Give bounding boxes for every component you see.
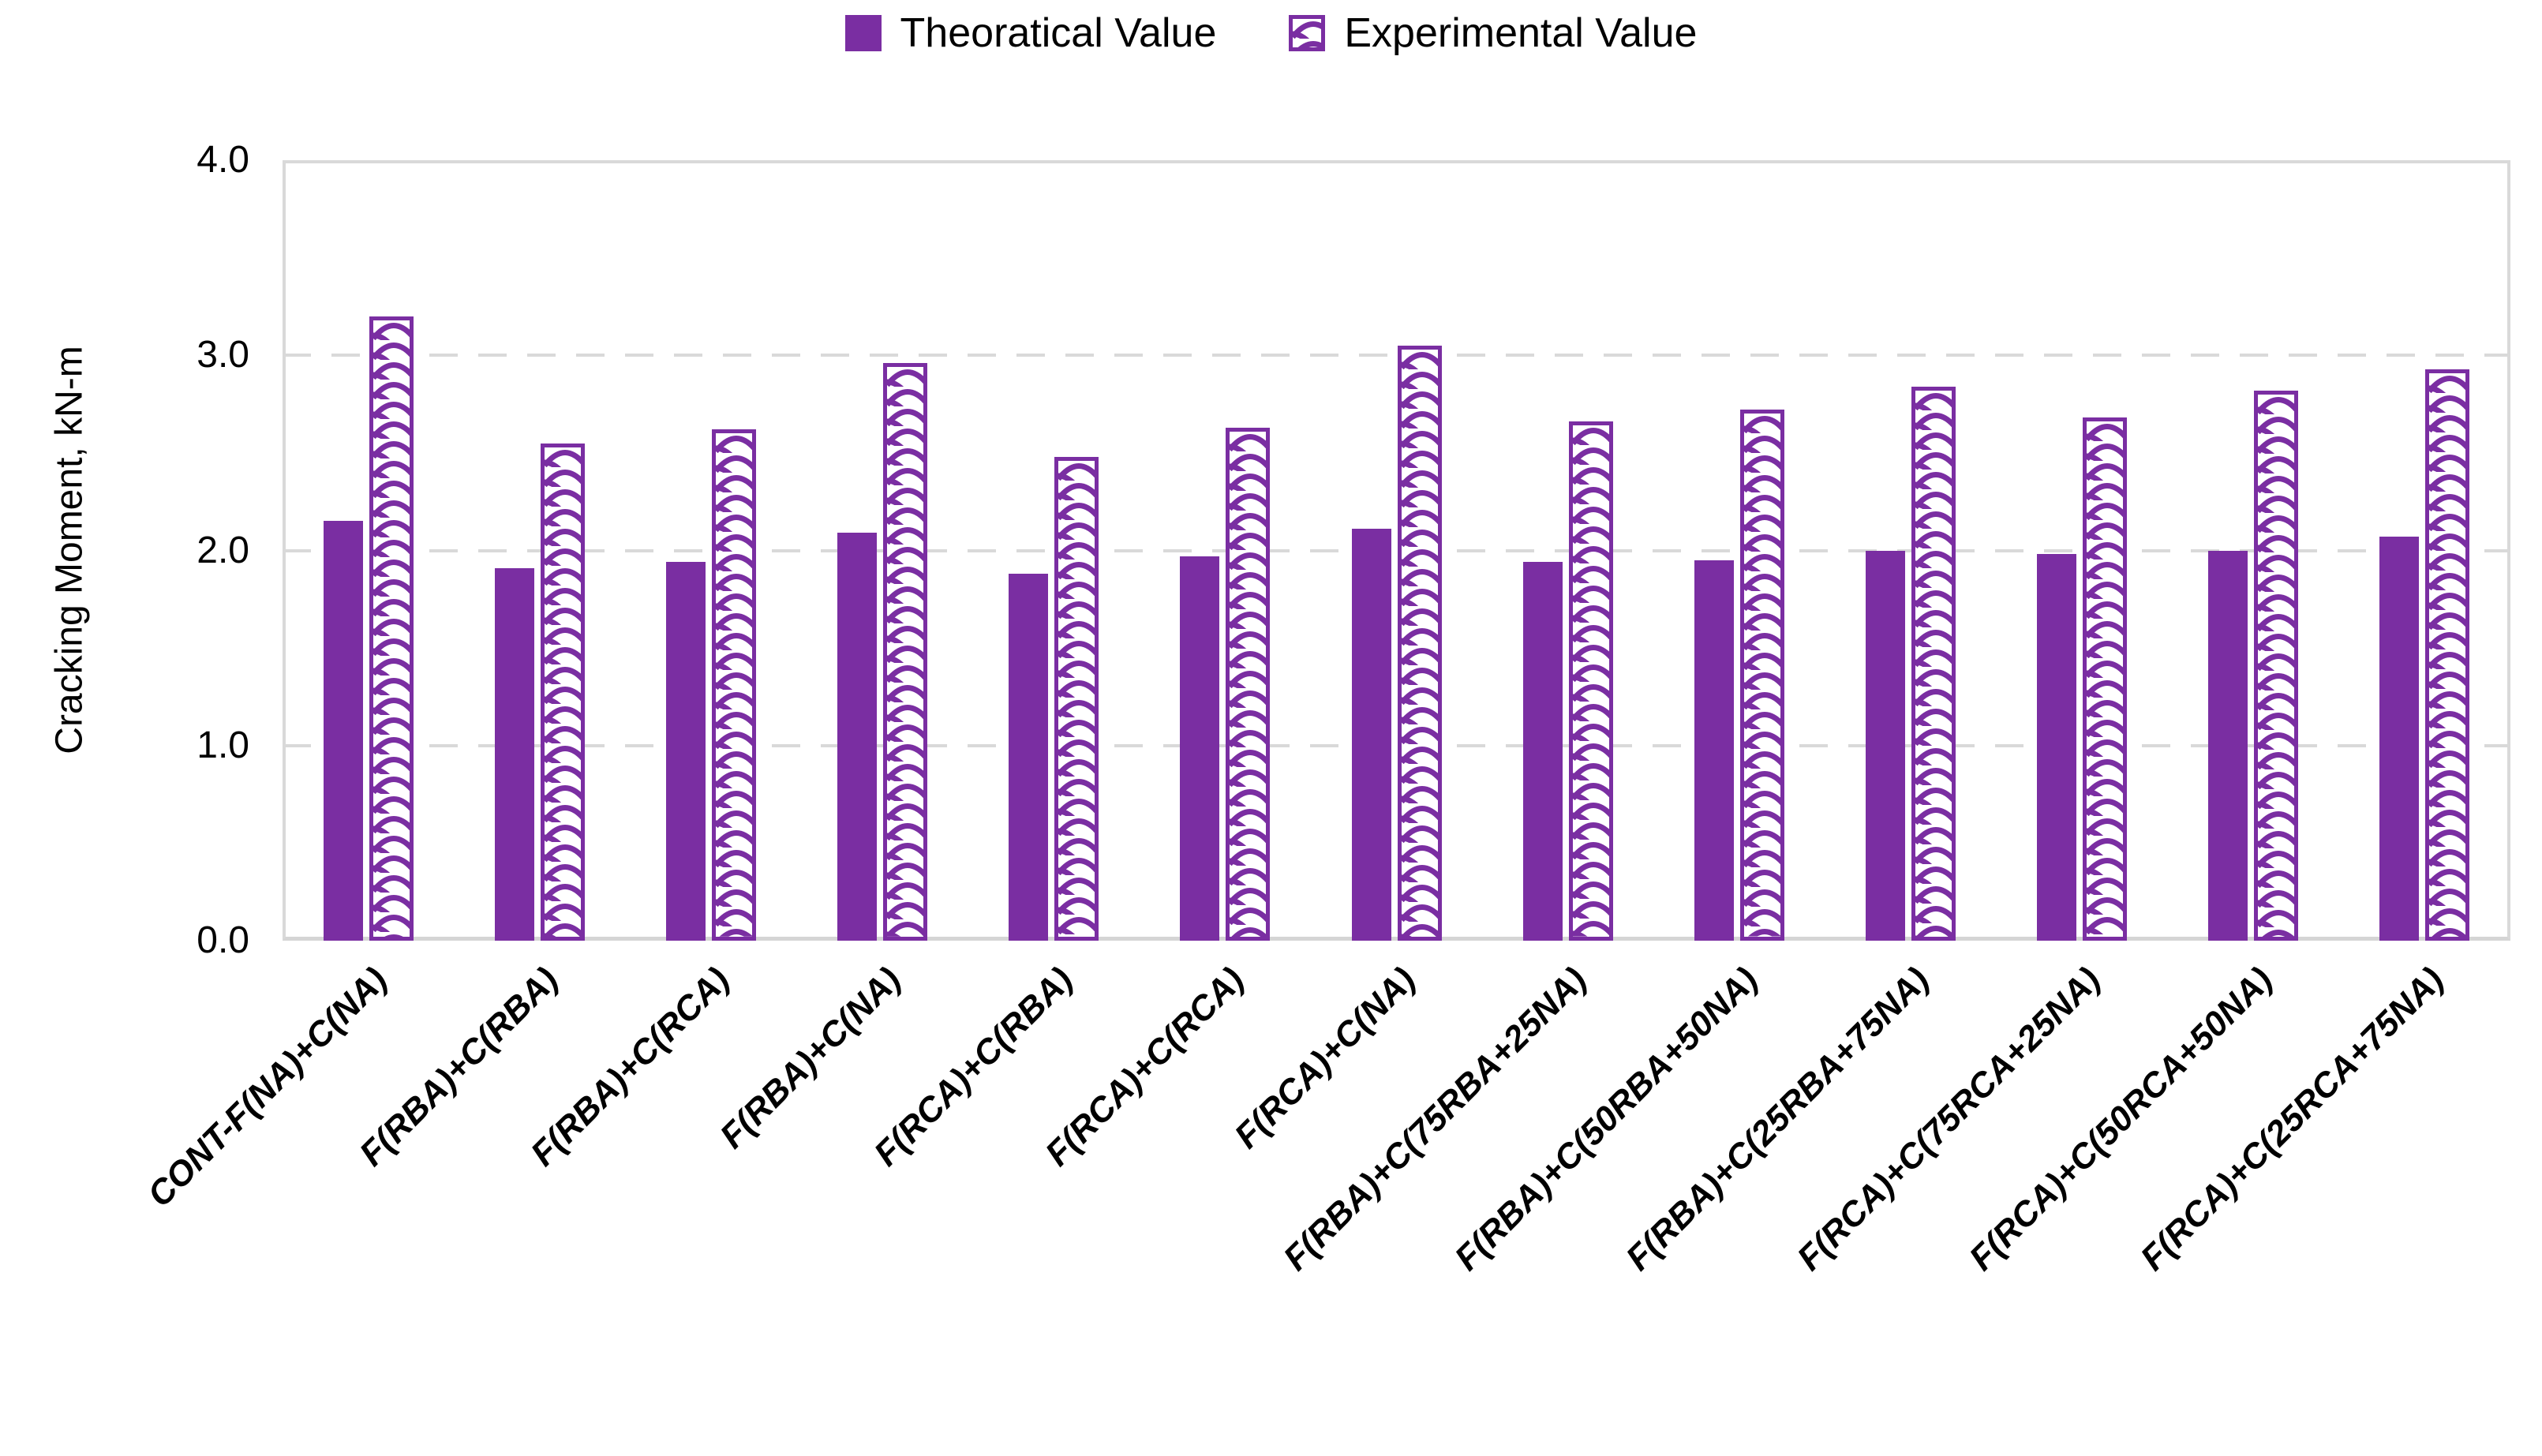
legend-label-experimental: Experimental Value <box>1344 10 1698 56</box>
bar-theoretical <box>1351 529 1391 941</box>
x-axis-category-label: F(RCA)+C(25RCA+75NA) <box>2132 960 2451 1278</box>
y-axis-tick-label: 1.0 <box>197 724 249 766</box>
gridline <box>283 548 2510 552</box>
bar-theoretical <box>323 521 363 941</box>
bar-theoretical <box>837 533 878 941</box>
y-axis-tick-label: 4.0 <box>197 139 249 181</box>
bar-theoretical <box>2379 537 2420 941</box>
bar-theoretical <box>1522 562 1563 941</box>
bar-experimental <box>883 363 928 941</box>
bar-experimental <box>1911 386 1956 941</box>
bar-experimental <box>711 429 756 941</box>
bar-experimental <box>1054 456 1099 941</box>
x-axis-category-label: CONT-F(NA)+C(NA) <box>140 960 395 1215</box>
x-axis-category-label: F(RCA)+C(75RCA+25NA) <box>1790 960 2109 1278</box>
theoretical-solid-swatch-icon <box>844 15 882 51</box>
bar-experimental <box>540 443 585 941</box>
bar-experimental <box>2425 369 2470 941</box>
bar-experimental <box>1568 421 1613 941</box>
bar-theoretical <box>665 562 706 941</box>
x-axis-category-label: F(RCA)+C(50RCA+50NA) <box>1961 960 2280 1278</box>
legend-item-theoretical: Theoratical Value <box>844 10 1217 56</box>
bar-theoretical <box>1180 556 1220 941</box>
bar-experimental <box>2083 417 2128 941</box>
y-axis-title: Cracking Moment, kN-m <box>48 346 91 754</box>
bar-experimental <box>369 316 414 941</box>
bar-theoretical <box>494 567 534 941</box>
y-axis-tick-label: 2.0 <box>197 529 249 571</box>
bar-theoretical <box>1865 550 1905 941</box>
gridline <box>283 743 2510 747</box>
x-axis-category-label: F(RBA)+C(50RBA+50NA) <box>1447 960 1766 1278</box>
bar-experimental <box>1739 410 1784 941</box>
bar-experimental <box>1226 427 1271 941</box>
y-axis-tick-label: 3.0 <box>197 334 249 376</box>
bar-theoretical <box>2208 550 2248 941</box>
x-axis-category-label: F(RBA)+C(NA) <box>713 960 909 1156</box>
bar-experimental <box>1397 345 1442 941</box>
experimental-hatched-swatch-icon <box>1289 15 1326 51</box>
bar-experimental <box>2254 390 2299 941</box>
x-axis-category-label: F(RBA)+C(25RBA+75NA) <box>1619 960 1937 1278</box>
bar-theoretical <box>2037 554 2077 941</box>
y-axis-tick-label: 0.0 <box>197 919 249 961</box>
bar-theoretical <box>1009 574 1049 941</box>
x-axis-category-label: F(RBA)+C(75RBA+25NA) <box>1276 960 1594 1278</box>
bar-theoretical <box>1694 560 1734 941</box>
legend: Theoratical Value Experimental Value <box>0 13 2542 54</box>
legend-item-experimental: Experimental Value <box>1289 13 1697 54</box>
gridline <box>283 354 2510 357</box>
x-axis-category-label: F(RCA)+C(NA) <box>1226 960 1423 1156</box>
legend-label-theoretical: Theoratical Value <box>900 10 1217 56</box>
